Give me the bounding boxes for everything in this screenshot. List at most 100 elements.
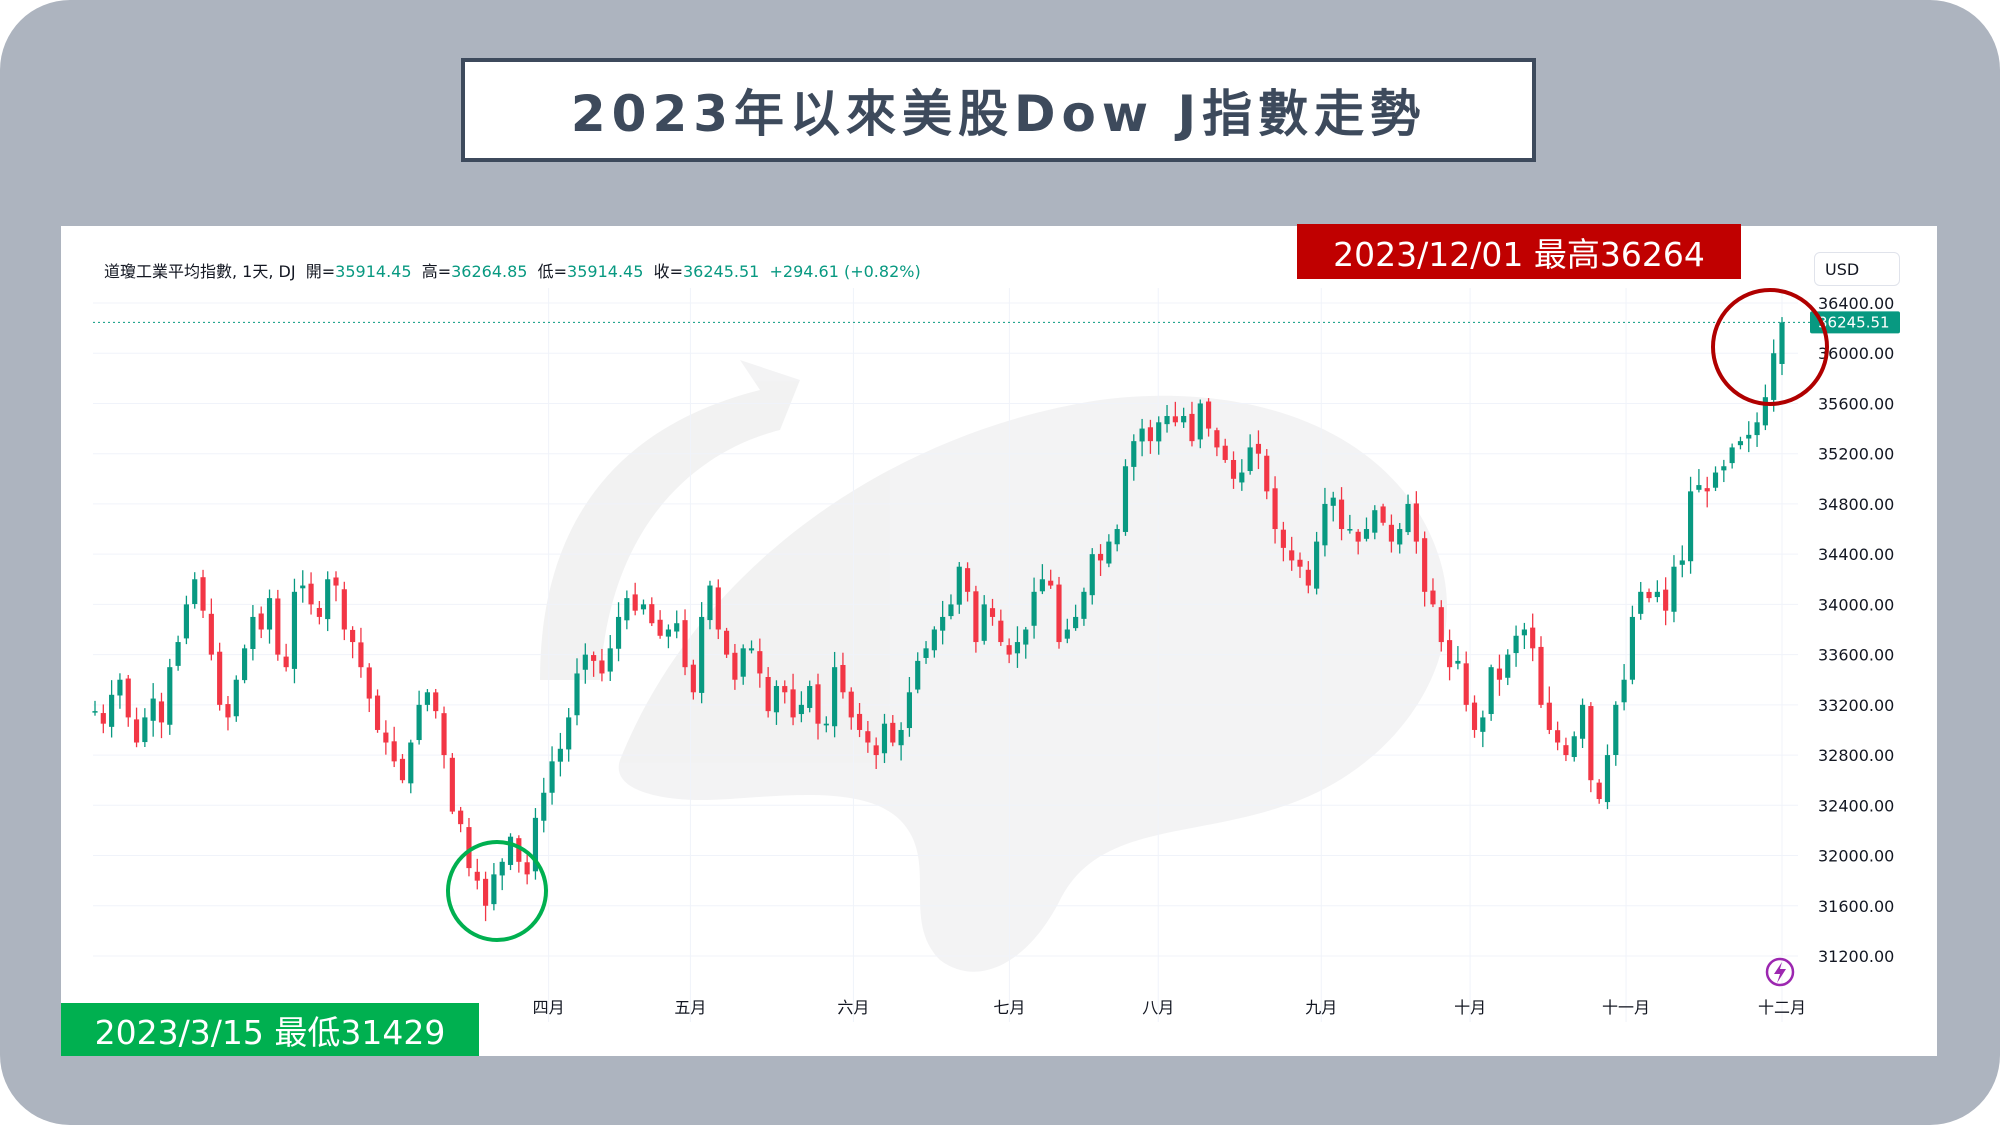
candle (416, 690, 422, 745)
candle (433, 688, 439, 719)
candle (1604, 744, 1611, 810)
high-label: 高= (421, 262, 452, 281)
candle (1189, 401, 1195, 447)
candle (931, 626, 937, 658)
candle (308, 572, 314, 615)
candle (757, 638, 763, 688)
candle (1704, 476, 1710, 508)
candle (466, 817, 472, 877)
candle (399, 754, 406, 784)
candle (92, 700, 98, 716)
candle (200, 569, 206, 619)
candle (881, 713, 888, 764)
candle (474, 858, 480, 890)
lightning-icon[interactable] (1765, 957, 1795, 987)
candle (524, 854, 530, 885)
y-tick-label: 32400.00 (1818, 796, 1894, 815)
candle (1289, 536, 1295, 571)
candle (682, 609, 688, 676)
candle (715, 579, 721, 640)
y-tick-label: 33200.00 (1818, 696, 1894, 715)
ohlc-legend: 道瓊工業平均指數, 1天, DJ 開=35914.45 高=36264.85 低… (104, 258, 921, 282)
candle (1671, 555, 1677, 623)
candle (100, 704, 106, 734)
candle (790, 673, 796, 726)
candle (915, 652, 921, 694)
candle (1214, 427, 1220, 457)
candle (316, 600, 322, 625)
candle (1696, 469, 1702, 493)
candle (266, 589, 273, 644)
candle (782, 680, 788, 704)
candle (1164, 405, 1170, 433)
candle (283, 643, 289, 672)
candle (848, 687, 854, 730)
candle (1181, 407, 1187, 428)
candle (167, 658, 173, 735)
candle (1089, 548, 1095, 605)
symbol-name: 道瓊工業平均指數, 1天, DJ (104, 262, 296, 281)
candle (158, 692, 165, 739)
x-axis-labels: 四月 五月 六月 七月 八月 九月 十月 十一月 十二月 (533, 998, 1806, 1017)
candle (1638, 581, 1644, 620)
candle (1621, 664, 1627, 711)
currency-selector[interactable]: USD (1814, 252, 1900, 286)
svg-text:36245.51: 36245.51 (1818, 313, 1890, 331)
candle (549, 746, 555, 805)
candle (1779, 317, 1785, 376)
candle (291, 578, 298, 684)
candle (798, 691, 804, 723)
candle (773, 680, 780, 725)
candle (1305, 561, 1311, 594)
candle (1081, 587, 1087, 626)
candle (483, 871, 489, 922)
candle (383, 720, 389, 755)
candle (607, 635, 613, 682)
candle (1338, 487, 1345, 541)
candle (1363, 517, 1370, 542)
y-tick-label: 33600.00 (1818, 646, 1894, 665)
x-tick-label: 十一月 (1602, 998, 1650, 1017)
candle (557, 732, 563, 777)
candle (1546, 686, 1552, 735)
candle (732, 643, 738, 690)
candle (1064, 618, 1070, 644)
x-tick-label: 四月 (533, 998, 565, 1017)
candle (1455, 646, 1461, 670)
candle (1255, 430, 1262, 470)
candle (865, 721, 871, 753)
candle (1513, 625, 1519, 667)
candle (1729, 443, 1735, 469)
candle (815, 673, 821, 740)
candle (1688, 476, 1694, 574)
candle (591, 651, 597, 677)
low-annotation-badge: 2023/3/15 最低31429 (61, 1003, 479, 1056)
chart-grid (93, 288, 1798, 1022)
candle (1762, 384, 1768, 431)
candle (458, 806, 464, 833)
candle (1139, 418, 1145, 457)
candle (325, 571, 331, 632)
candle (516, 835, 522, 873)
candle (1579, 698, 1586, 749)
candle (1156, 416, 1162, 455)
candle (1264, 449, 1270, 500)
candle (499, 858, 505, 891)
candle (1438, 600, 1444, 652)
candle (649, 597, 655, 627)
candle (690, 659, 696, 700)
candle (1679, 545, 1685, 578)
x-tick-label: 十月 (1454, 998, 1486, 1017)
title-box: 2023年以來美股Dow J指數走勢 (461, 58, 1536, 162)
candles (92, 317, 1785, 922)
candle (1197, 399, 1203, 449)
candle (1322, 487, 1328, 557)
candle (449, 753, 455, 815)
candle (1014, 626, 1021, 668)
candle (125, 674, 131, 727)
candle (1405, 494, 1411, 536)
candle (408, 739, 414, 794)
candle (989, 598, 996, 626)
y-tick-label: 32800.00 (1818, 746, 1894, 765)
